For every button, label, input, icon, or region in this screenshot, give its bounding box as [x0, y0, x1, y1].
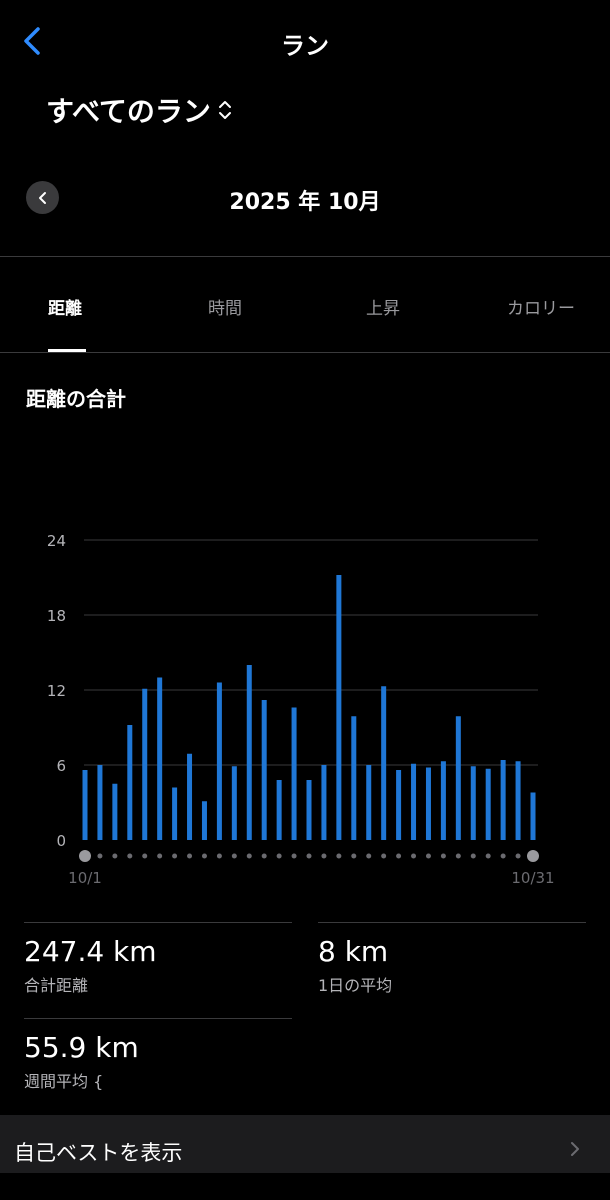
tab-calories[interactable]: カロリー — [507, 299, 575, 319]
bar — [396, 770, 402, 840]
bar — [97, 765, 103, 840]
section-title: 距離の合計 — [26, 387, 126, 411]
day-dot — [79, 850, 91, 862]
bar — [381, 686, 387, 840]
day-dot — [425, 853, 431, 859]
back-button[interactable] — [18, 24, 48, 58]
daily-average-label: 1日の平均 — [318, 976, 393, 995]
day-dot — [216, 853, 222, 859]
bar — [82, 770, 88, 840]
show-personal-best-row[interactable] — [0, 1115, 610, 1173]
bar — [112, 783, 118, 840]
day-dot — [172, 853, 178, 859]
day-dot — [321, 853, 327, 859]
bar — [261, 700, 267, 840]
day-dot — [127, 853, 133, 859]
page-title: ラン — [281, 32, 329, 60]
day-dot — [515, 853, 521, 859]
tab-elevation[interactable]: 上昇 — [366, 299, 400, 319]
weekly-average-label: 週間平均 { — [24, 1072, 104, 1091]
bar — [231, 766, 237, 840]
day-dot — [97, 853, 103, 859]
bar — [440, 761, 446, 840]
bar — [157, 677, 163, 840]
bar — [306, 780, 312, 840]
run-type-label: すべてのラン — [46, 95, 211, 128]
day-dot — [201, 853, 207, 859]
divider — [0, 256, 610, 257]
day-dot — [500, 853, 506, 859]
distance-bar-chart: 0 6 12 18 24 10/1 10/31 — [47, 532, 555, 887]
day-dot — [396, 853, 402, 859]
day-dot — [440, 853, 446, 859]
day-dot — [470, 853, 476, 859]
bar — [246, 665, 252, 840]
bar — [291, 707, 297, 840]
day-dot — [455, 853, 461, 859]
chevron-left-icon — [24, 27, 40, 55]
day-dot — [157, 853, 163, 859]
tab-time[interactable]: 時間 — [208, 299, 242, 319]
day-dot — [261, 853, 267, 859]
bar — [127, 725, 133, 840]
chevron-right-icon — [571, 1142, 579, 1156]
bar — [425, 767, 431, 840]
day-dot — [276, 853, 282, 859]
day-dot — [485, 853, 491, 859]
total-distance-value: 247.4 km — [24, 935, 157, 968]
bar — [336, 575, 342, 840]
bar — [411, 763, 417, 840]
day-dot — [142, 853, 148, 859]
day-dot — [231, 853, 237, 859]
divider — [24, 1018, 292, 1019]
day-dot — [306, 853, 312, 859]
y-tick-label: 6 — [56, 757, 66, 775]
tab-distance[interactable]: 距離 — [48, 299, 82, 319]
day-dot — [351, 853, 357, 859]
day-dot — [366, 853, 372, 859]
bar — [500, 760, 506, 840]
x-start-label: 10/1 — [68, 869, 102, 887]
day-dot — [336, 853, 342, 859]
bar — [142, 688, 148, 840]
day-dot — [291, 853, 297, 859]
weekly-average-value: 55.9 km — [24, 1031, 139, 1064]
day-dot — [527, 850, 539, 862]
bar — [201, 801, 207, 840]
divider — [318, 922, 586, 923]
bar — [276, 780, 282, 840]
y-tick-label: 0 — [56, 832, 66, 850]
bar — [470, 766, 476, 840]
y-tick-label: 18 — [47, 607, 66, 625]
active-tab-indicator — [48, 349, 86, 352]
bar — [351, 716, 357, 840]
y-tick-label: 24 — [47, 532, 66, 550]
total-distance-label: 合計距離 — [24, 976, 89, 995]
chevron-up-down-icon — [218, 101, 231, 119]
day-dot — [246, 853, 252, 859]
day-dot — [112, 853, 118, 859]
day-dot — [187, 853, 193, 859]
bar — [216, 682, 222, 840]
bar — [530, 792, 536, 840]
daily-average-value: 8 km — [318, 935, 389, 968]
previous-month-button[interactable] — [26, 181, 59, 214]
bar — [485, 768, 491, 840]
run-type-selector[interactable]: すべてのラン — [46, 90, 233, 130]
bar — [455, 716, 461, 840]
divider — [0, 352, 610, 353]
y-tick-label: 12 — [47, 682, 66, 700]
day-dot — [411, 853, 417, 859]
bar — [172, 787, 178, 840]
x-end-label: 10/31 — [511, 869, 554, 887]
bar — [515, 761, 521, 840]
bar — [187, 753, 193, 840]
month-title: 2025 年 10月 — [229, 190, 381, 215]
bar — [366, 765, 372, 840]
day-dot — [381, 853, 387, 859]
bar — [321, 765, 327, 840]
show-personal-best-label: 自己ベストを表示 — [14, 1141, 183, 1165]
chevron-left-icon — [38, 191, 46, 204]
divider — [24, 922, 292, 923]
